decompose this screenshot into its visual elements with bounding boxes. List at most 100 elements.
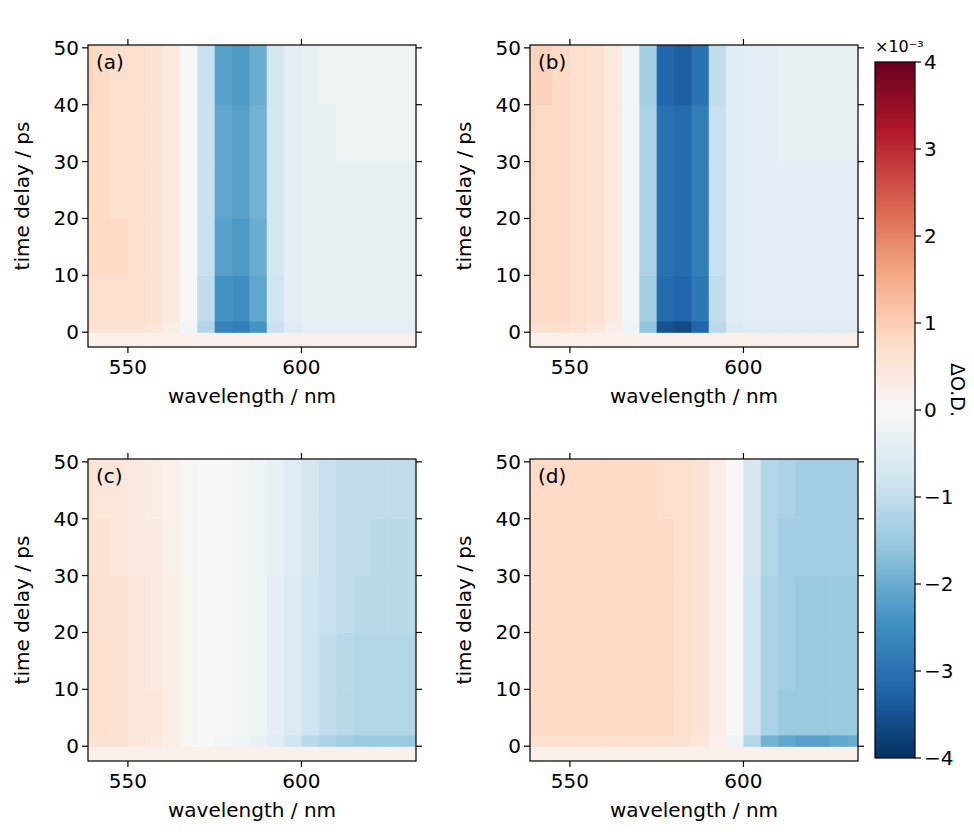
- heatmap-cell: [530, 689, 536, 735]
- heatmap-cell: [639, 689, 657, 735]
- y-tick: [82, 632, 88, 633]
- heatmap-cell: [778, 275, 796, 321]
- heatmap-cell: [657, 746, 675, 761]
- heatmap-cell: [406, 735, 416, 747]
- heatmap-cell: [215, 162, 233, 219]
- heatmap-cell: [301, 275, 319, 321]
- heatmap-cell: [605, 218, 623, 275]
- heatmap-cell: [145, 321, 163, 333]
- heatmap-cell: [180, 332, 198, 347]
- heatmap-cell: [301, 321, 319, 333]
- y-axis-title: time delay / ps: [10, 536, 34, 685]
- heatmap-cell: [570, 332, 588, 347]
- heatmap-cell: [284, 321, 302, 333]
- heatmap-cell: [587, 632, 605, 689]
- heatmap-cell: [406, 45, 416, 105]
- heatmap-cell: [128, 519, 146, 576]
- heatmap-cell: [726, 459, 744, 519]
- heatmap-cell: [726, 218, 744, 275]
- heatmap-cell: [796, 519, 814, 576]
- heatmap-cell: [232, 162, 250, 219]
- y-tick-right: [416, 461, 422, 462]
- heatmap-cell: [163, 576, 181, 633]
- heatmap-cell: [406, 162, 416, 219]
- heatmap-cell: [530, 576, 536, 633]
- heatmap-cell: [336, 459, 354, 519]
- heatmap-cell: [691, 275, 709, 321]
- heatmap-cell: [848, 746, 858, 761]
- heatmap-cell: [145, 632, 163, 689]
- heatmap-cell: [267, 735, 285, 747]
- y-tick-right: [416, 161, 422, 162]
- heatmap-cell: [796, 735, 814, 747]
- heatmap-cell: [813, 162, 831, 219]
- panel: 55060001020304050wavelength / nmtime del…: [10, 450, 424, 822]
- heatmap-cell: [778, 321, 796, 333]
- colorbar-tick: [915, 61, 921, 62]
- heatmap-cell: [553, 162, 571, 219]
- heatmap-cell: [284, 332, 302, 347]
- heatmap-cell: [530, 519, 536, 576]
- heatmap-cell: [215, 275, 233, 321]
- heatmap-cell: [830, 321, 848, 333]
- heatmap-cell: [354, 632, 372, 689]
- heatmap-cell: [726, 332, 744, 347]
- heatmap-cell: [336, 275, 354, 321]
- heatmap-cell: [743, 459, 761, 519]
- heatmap-cell: [111, 162, 129, 219]
- y-tick-right: [416, 689, 422, 690]
- heatmap-cell: [354, 321, 372, 333]
- heatmap-cell: [622, 632, 640, 689]
- heatmap-cell: [215, 332, 233, 347]
- heatmap-cell: [761, 275, 779, 321]
- colorbar-tick: [915, 583, 921, 584]
- heatmap-cell: [284, 632, 302, 689]
- heatmap-cell: [267, 162, 285, 219]
- heatmap-cell: [530, 632, 536, 689]
- heatmap-cell: [830, 162, 848, 219]
- plot-frame: [88, 459, 416, 761]
- heatmap-cell: [232, 689, 250, 735]
- heatmap-cell: [354, 746, 372, 761]
- heatmap-cell: [301, 746, 319, 761]
- heatmap-cell: [93, 162, 111, 219]
- x-tick: [127, 347, 128, 353]
- heatmap-cell: [371, 746, 389, 761]
- heatmap-cell: [813, 689, 831, 735]
- heatmap-cell: [215, 218, 233, 275]
- heatmap-cells: [88, 459, 416, 761]
- heatmap-cells: [530, 459, 858, 761]
- heatmap-cell: [570, 218, 588, 275]
- heatmap-cell: [796, 162, 814, 219]
- heatmap-cell: [93, 218, 111, 275]
- heatmap-cell: [88, 576, 94, 633]
- heatmap-cell: [111, 632, 129, 689]
- heatmap-cell: [354, 519, 372, 576]
- y-tick: [82, 275, 88, 276]
- x-tick: [743, 347, 744, 353]
- heatmap-cell: [796, 275, 814, 321]
- heatmap-cell: [197, 45, 215, 105]
- heatmap-cell: [180, 519, 198, 576]
- x-tick-top: [301, 453, 302, 459]
- heatmap-cell: [388, 746, 406, 761]
- heatmap-cell: [145, 459, 163, 519]
- heatmap-cell: [267, 576, 285, 633]
- heatmap-cell: [163, 275, 181, 321]
- heatmap-cell: [709, 162, 727, 219]
- colorbar-tick: [915, 148, 921, 149]
- colorbar-tick: [915, 757, 921, 758]
- heatmap-cell: [354, 689, 372, 735]
- heatmap-cell: [778, 332, 796, 347]
- panel: 55060001020304050wavelength / nmtime del…: [452, 450, 866, 822]
- heatmap-cell: [657, 105, 675, 162]
- heatmap-cell: [197, 162, 215, 219]
- heatmap-cell: [813, 321, 831, 333]
- heatmap-cell: [354, 576, 372, 633]
- heatmap-cell: [535, 519, 553, 576]
- heatmap-cell: [319, 218, 337, 275]
- heatmap-cell: [354, 218, 372, 275]
- heatmap-cell: [215, 321, 233, 333]
- heatmap-cell: [163, 105, 181, 162]
- y-axis-title: time delay / ps: [452, 122, 476, 271]
